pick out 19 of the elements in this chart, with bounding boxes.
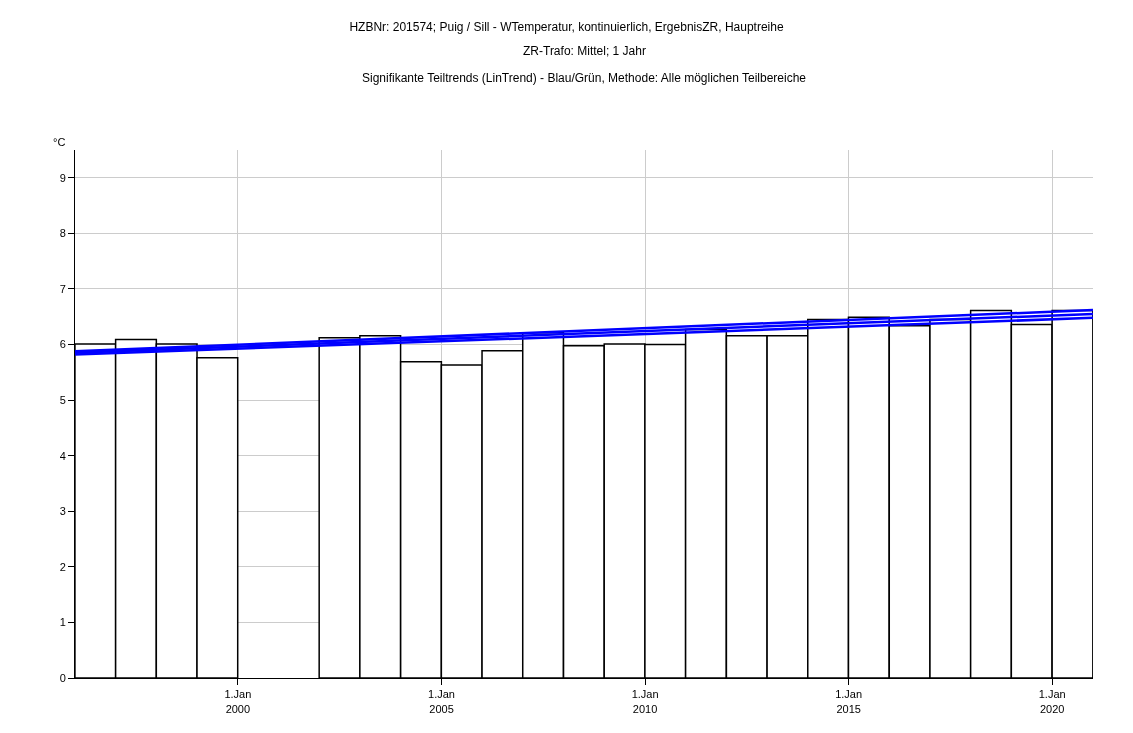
y-tick-label: 0 (59, 671, 66, 684)
y-tick-label: 2 (59, 560, 66, 573)
y-axis-title: °C (53, 136, 66, 148)
y-tick-label: 7 (59, 282, 66, 295)
chart-title: HZBNr: 201574; Puig / Sill - WTemperatur, kontinuierlich, ErgebnisZR, Hauptreihe (349, 20, 784, 35)
x-tick-label: 1.Jan 2000 (224, 688, 252, 715)
x-tick-label: 1.Jan 2005 (428, 688, 455, 715)
y-tick-label: 6 (59, 338, 66, 351)
y-tick-label: 4 (59, 449, 66, 462)
y-tick-label: 8 (59, 227, 66, 240)
y-tick-label: 5 (59, 393, 66, 406)
x-tick-label: 1.Jan 2010 (631, 688, 659, 715)
text: Signifikante Teiltrends (LinTrend) - Blau/Grün, Methode: Alle möglichen Teilbereiche (362, 71, 807, 85)
x-tick-label: 1.Jan 2015 (835, 688, 863, 715)
chart-subtitle: ZR-Trafo: Mittel; 1 Jahr (523, 44, 646, 58)
y-tick-label: 9 (59, 171, 66, 184)
y-tick-label: 3 (59, 505, 66, 518)
x-tick-label: 1.Jan 2020 (1038, 688, 1066, 715)
y-tick-label: 1 (59, 616, 66, 629)
